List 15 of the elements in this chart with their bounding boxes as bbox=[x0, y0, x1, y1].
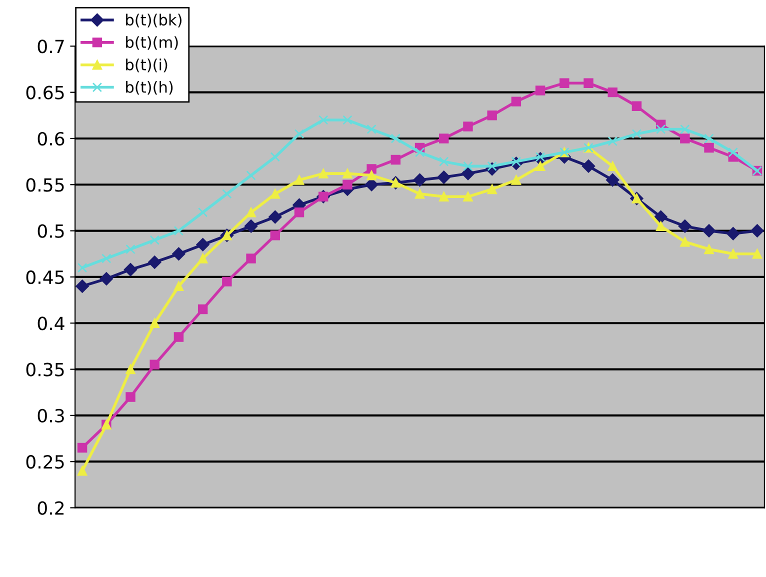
y-tick-label: 0.6 bbox=[38, 132, 64, 146]
legend-label: b(t)(m) bbox=[126, 36, 178, 50]
y-tick-label: 0.45 bbox=[26, 270, 64, 284]
y-tick-label: 0.65 bbox=[26, 86, 64, 100]
y-tick-label: 0.4 bbox=[38, 316, 64, 330]
y-tick-label: 0.55 bbox=[26, 178, 64, 192]
y-tick-label: 0.5 bbox=[38, 224, 64, 238]
y-tick-label: 0.7 bbox=[38, 40, 64, 54]
legend-label: b(t)(h) bbox=[126, 81, 173, 95]
y-tick-label: 0.3 bbox=[38, 408, 64, 423]
y-tick-label: 0.25 bbox=[26, 455, 64, 469]
legend-label: b(t)(bk) bbox=[126, 14, 182, 28]
legend-label: b(t)(i) bbox=[126, 58, 168, 72]
y-tick-label: 0.2 bbox=[38, 501, 64, 515]
y-tick-label: 0.35 bbox=[26, 362, 64, 376]
